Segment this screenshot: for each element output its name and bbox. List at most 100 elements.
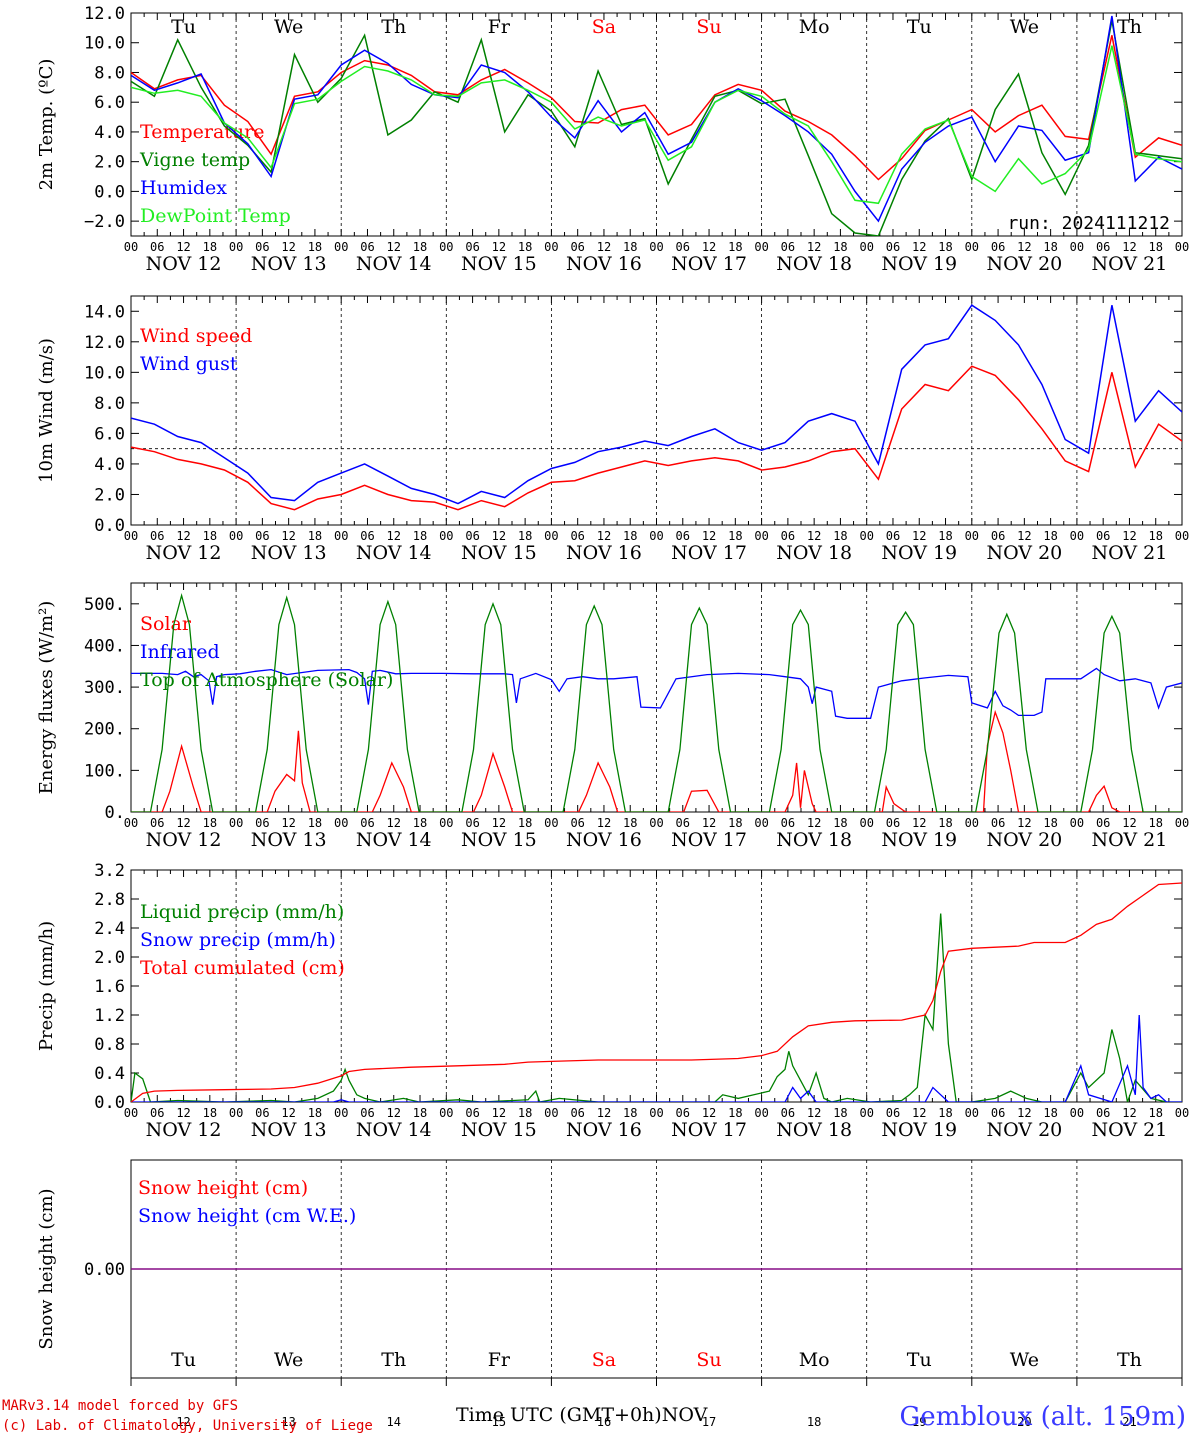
hour-tick-label: 00 <box>859 240 873 254</box>
date-label: NOV 13 <box>251 542 327 564</box>
weekday-label: Fr <box>488 16 511 38</box>
hour-tick-label: 12 <box>1017 816 1031 830</box>
date-label: NOV 17 <box>671 542 747 564</box>
hour-tick-label: 06 <box>360 529 374 543</box>
hour-tick-label: 06 <box>886 816 900 830</box>
date-label: NOV 17 <box>671 253 747 275</box>
y-axis-label: 10m Wind (m/s) <box>36 338 57 483</box>
hour-tick-label: 00 <box>544 529 558 543</box>
series-line-vigne-temp <box>131 20 1182 236</box>
date-label: NOV 18 <box>776 829 852 851</box>
weekday-label: Tu <box>907 1349 932 1371</box>
hour-tick-label: 00 <box>544 240 558 254</box>
y-axis-label: Energy fluxes (W/m²) <box>36 601 57 795</box>
y-tick-label: 0.0 <box>94 1093 125 1113</box>
hour-tick-label: 00 <box>649 240 663 254</box>
weekday-label: Sa <box>592 1349 616 1371</box>
hour-tick-label: 00 <box>1070 240 1084 254</box>
station-label: Gembloux (alt. 159m) <box>899 1402 1186 1432</box>
hour-tick-label: 12 <box>702 816 716 830</box>
hour-tick-label: 00 <box>544 816 558 830</box>
hour-tick-label: 18 <box>728 240 742 254</box>
hour-tick-label: 00 <box>754 240 768 254</box>
hour-tick-label: 06 <box>886 529 900 543</box>
hour-tick-label: 12 <box>597 816 611 830</box>
hour-tick-label: 18 <box>518 816 532 830</box>
weekday-label: Th <box>1117 1349 1142 1371</box>
credit-line-1: MARv3.14 model forced by GFS <box>2 1398 239 1414</box>
hour-tick-label: 06 <box>255 240 269 254</box>
hour-tick-label: 18 <box>1043 240 1057 254</box>
day-number: 12 <box>176 1415 190 1429</box>
hour-tick-label: 12 <box>176 240 190 254</box>
hour-tick-label: 00 <box>649 1106 663 1120</box>
date-label: NOV 16 <box>566 253 642 275</box>
hour-tick-label: 06 <box>255 1106 269 1120</box>
date-label: NOV 14 <box>356 1119 432 1141</box>
hour-tick-label: 00 <box>439 529 453 543</box>
hour-tick-label: 12 <box>912 816 926 830</box>
hour-tick-label: 12 <box>176 816 190 830</box>
hour-tick-label: 06 <box>781 529 795 543</box>
hour-tick-label: 12 <box>1017 240 1031 254</box>
hour-tick-label: 06 <box>360 240 374 254</box>
y-tick-label: 4.0 <box>94 123 125 143</box>
hour-tick-label: 12 <box>702 529 716 543</box>
date-label: NOV 14 <box>356 253 432 275</box>
hour-tick-label: 06 <box>150 816 164 830</box>
y-tick-label: 10.0 <box>84 363 125 383</box>
legend-entry: Humidex <box>140 177 227 199</box>
date-label: NOV 19 <box>881 1119 957 1141</box>
hour-tick-label: 00 <box>1175 1106 1189 1120</box>
hour-tick-label: 06 <box>886 1106 900 1120</box>
series-line-humidex <box>131 15 1182 223</box>
hour-tick-label: 00 <box>229 816 243 830</box>
hour-tick-label: 18 <box>833 816 847 830</box>
hour-tick-label: 12 <box>597 240 611 254</box>
date-label: NOV 18 <box>776 542 852 564</box>
hour-tick-label: 12 <box>387 529 401 543</box>
hour-tick-label: 18 <box>1148 240 1162 254</box>
y-tick-label: 0.00 <box>84 1260 125 1280</box>
hour-tick-label: 12 <box>387 816 401 830</box>
run-label: run: 2024111212 <box>1007 213 1170 234</box>
hour-tick-label: 18 <box>203 529 217 543</box>
y-tick-label: 6.0 <box>94 424 125 444</box>
hour-tick-label: 18 <box>413 816 427 830</box>
hour-tick-label: 18 <box>1043 1106 1057 1120</box>
hour-tick-label: 00 <box>1070 529 1084 543</box>
hour-tick-label: 00 <box>124 240 138 254</box>
hour-tick-label: 18 <box>308 1106 322 1120</box>
y-tick-label: 6.0 <box>94 93 125 113</box>
hour-tick-label: 18 <box>413 529 427 543</box>
hour-tick-label: 06 <box>150 240 164 254</box>
hour-tick-label: 06 <box>1096 240 1110 254</box>
hour-tick-label: 00 <box>859 816 873 830</box>
hour-tick-label: 12 <box>1122 529 1136 543</box>
hour-tick-label: 18 <box>413 240 427 254</box>
y-tick-label: 3.2 <box>94 861 125 881</box>
y-tick-label: −2.0 <box>84 212 125 232</box>
series-line-solar <box>131 709 1182 812</box>
hour-tick-label: 12 <box>176 529 190 543</box>
y-tick-label: 1.2 <box>94 1006 125 1026</box>
hour-tick-label: 06 <box>676 240 690 254</box>
hour-tick-label: 12 <box>912 240 926 254</box>
date-label: NOV 13 <box>251 1119 327 1141</box>
hour-tick-label: 18 <box>1148 529 1162 543</box>
y-tick-label: 0. <box>105 803 125 823</box>
y-tick-label: 2.0 <box>94 485 125 505</box>
day-number: 21 <box>1122 1415 1136 1429</box>
series-line-total-cumulated-cm- <box>131 882 1182 1102</box>
weekday-label: Su <box>696 1349 721 1371</box>
y-tick-label: 2.0 <box>94 948 125 968</box>
legend-entry: Snow height (cm W.E.) <box>138 1205 356 1227</box>
date-label: NOV 13 <box>251 829 327 851</box>
date-label: NOV 14 <box>356 829 432 851</box>
hour-tick-label: 06 <box>676 529 690 543</box>
y-tick-label: 0.0 <box>94 516 125 536</box>
legend-entry: Snow height (cm) <box>138 1177 308 1199</box>
hour-tick-label: 00 <box>754 1106 768 1120</box>
hour-tick-label: 12 <box>281 1106 295 1120</box>
hour-tick-label: 06 <box>465 240 479 254</box>
